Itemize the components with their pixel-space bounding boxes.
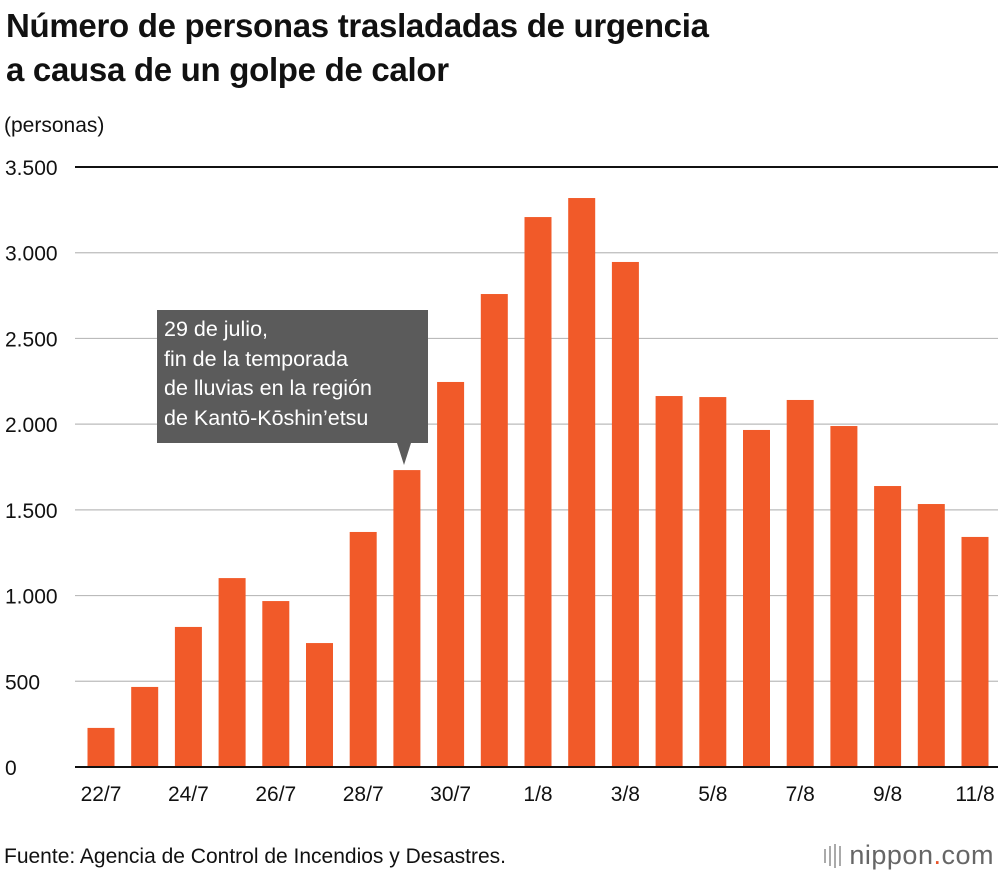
chart-title: Número de personas trasladadas de urgenc…: [6, 4, 709, 92]
y-tick-label: 500: [5, 671, 40, 694]
bar-2/8: [568, 198, 596, 766]
bar-28/7: [349, 531, 377, 766]
annotation-line-4: de Kantō-Kōshin’etsu: [164, 405, 369, 430]
bar-30/7: [437, 381, 465, 766]
bar-1/8: [524, 217, 552, 767]
logo-tld: com: [941, 840, 994, 870]
x-tick-label: 26/7: [255, 783, 296, 806]
bar-10/8: [917, 504, 945, 766]
y-tick-label: 3.000: [5, 243, 58, 266]
bar-8/8: [830, 426, 858, 766]
chart-title-line-1: Número de personas trasladadas de urgenc…: [6, 7, 709, 44]
y-tick-label: 2.000: [5, 414, 58, 437]
annotation-line-2: fin de la temporada: [164, 346, 349, 371]
x-tick-label: 5/8: [698, 783, 727, 806]
bar-31/7: [480, 294, 508, 766]
bar-11/8: [961, 536, 989, 766]
y-tick-label: 2.500: [5, 328, 58, 351]
x-tick-label: 1/8: [523, 783, 552, 806]
bar-26/7: [262, 601, 290, 766]
y-tick-label: 1.500: [5, 500, 58, 523]
bar-3/8: [611, 261, 639, 766]
x-tick-label: 11/8: [955, 783, 994, 806]
x-tick-label: 7/8: [786, 783, 815, 806]
x-tick-label: 30/7: [430, 783, 471, 806]
x-tick-label: 9/8: [873, 783, 902, 806]
x-tick-label: 22/7: [81, 783, 122, 806]
bar-22/7: [87, 727, 115, 766]
bar-7/8: [786, 399, 814, 766]
y-tick-label: 0: [5, 757, 17, 780]
logo-name: nippon: [849, 840, 934, 870]
annotation-box: 29 de julio, fin de la temporada de lluv…: [157, 310, 428, 443]
bar-27/7: [306, 643, 333, 766]
y-tick-label: 3.500: [5, 157, 58, 180]
bar-24/7: [174, 626, 202, 766]
x-tick-label: 3/8: [611, 783, 640, 806]
y-tick-label: 1.000: [5, 586, 58, 609]
y-axis-label: (personas): [4, 114, 105, 137]
annotation-line-3: de lluvias en la región: [164, 376, 372, 400]
bar-5/8: [699, 397, 727, 766]
bar-23/7: [131, 686, 159, 766]
bar-6/8: [743, 429, 770, 766]
bar-29/7: [393, 470, 421, 766]
bar-4/8: [655, 396, 683, 766]
x-tick-label: 24/7: [168, 783, 209, 806]
source-note: Fuente: Agencia de Control de Incendios …: [4, 845, 506, 868]
bar-9/8: [874, 486, 902, 766]
logo-bars-icon: [824, 843, 842, 868]
logo-dot: .: [933, 840, 942, 870]
x-tick-label: 28/7: [343, 783, 384, 806]
chart-title-line-2: a causa de un golpe de calor: [6, 51, 449, 88]
bar-25/7: [218, 578, 246, 766]
annotation-pointer: [397, 443, 411, 465]
nippon-logo: nippon.com: [824, 840, 994, 871]
annotation-line-1: 29 de julio,: [164, 317, 268, 341]
